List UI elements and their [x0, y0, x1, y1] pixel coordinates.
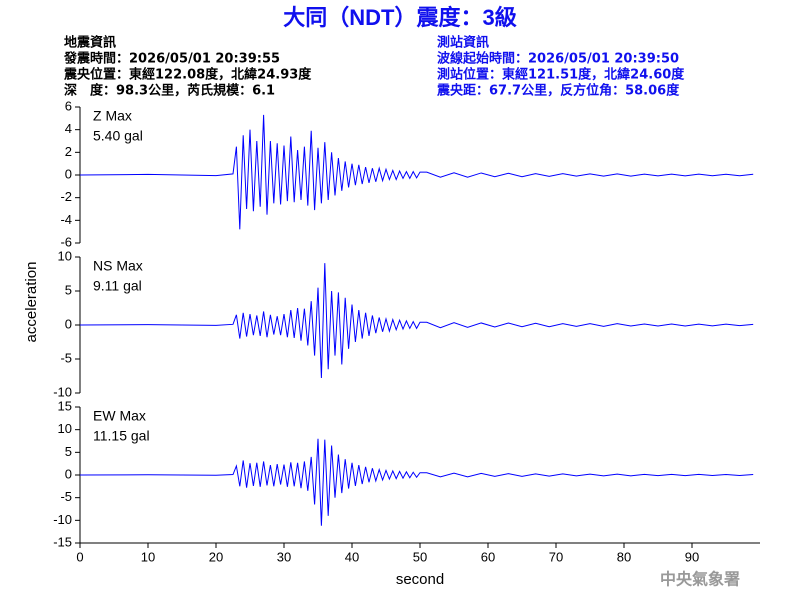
x-tick-label: 10 [141, 549, 155, 564]
waveform [79, 263, 754, 379]
x-tick-label: 80 [617, 549, 631, 564]
x-tick-label: 70 [549, 549, 563, 564]
annotation-name: EW Max [93, 408, 146, 424]
x-tick-label: 50 [413, 549, 427, 564]
y-tick-label: -6 [60, 234, 72, 249]
y-tick-label: 4 [65, 121, 72, 136]
x-tick-label: 60 [481, 549, 495, 564]
waveform [79, 438, 754, 526]
annotation-name: NS Max [93, 258, 143, 274]
y-tick-label: -10 [53, 384, 72, 399]
y-tick-label: -5 [60, 489, 72, 504]
y-tick-label: 15 [58, 398, 72, 413]
y-tick-label: 5 [65, 282, 72, 297]
x-axis-label: second [396, 571, 444, 588]
x-tick-label: 20 [209, 549, 223, 564]
y-tick-label: 10 [58, 248, 72, 263]
credit: 中央氣象署 [660, 570, 740, 589]
y-tick-label: -2 [60, 189, 72, 204]
station-heading: 測站資訊 [437, 35, 489, 51]
x-tick-label: 40 [345, 549, 359, 564]
annotation-value: 11.15 gal [93, 428, 150, 444]
y-tick-label: 2 [65, 144, 72, 159]
y-tick-label: -15 [53, 534, 72, 549]
y-tick-label: 10 [58, 421, 72, 436]
station-line: 波線起始時間：2026/05/01 20:39:50 [437, 51, 679, 67]
x-tick-label: 0 [76, 549, 83, 564]
x-tick-label: 30 [277, 549, 291, 564]
station-line: 測站位置：東經121.51度，北緯24.60度 [437, 67, 685, 83]
x-tick-label: 90 [685, 549, 699, 564]
annotation-value: 5.40 gal [93, 128, 143, 144]
y-tick-label: -4 [60, 212, 72, 227]
y-axis-label: acceleration [23, 262, 40, 343]
event-line: 發震時間：2026/05/01 20:39:55 [63, 51, 280, 67]
y-tick-label: 0 [65, 316, 72, 331]
y-tick-label: 0 [65, 166, 72, 181]
station-line: 震央距：67.7公里，反方位角：58.06度 [436, 83, 680, 99]
event-line: 震央位置：東經122.08度，北緯24.93度 [63, 67, 312, 83]
waveform [79, 114, 754, 230]
title: 大同（NDT）震度：3級 [283, 5, 516, 30]
y-tick-label: 5 [65, 444, 72, 459]
y-tick-label: -10 [53, 512, 72, 527]
y-tick-label: -5 [60, 350, 72, 365]
event-heading: 地震資訊 [64, 35, 116, 51]
event-line: 深 度：98.3公里，芮氏規模：6.1 [64, 83, 275, 99]
y-tick-label: 0 [65, 466, 72, 481]
y-tick-label: 6 [65, 98, 72, 113]
annotation-name: Z Max [93, 108, 132, 124]
annotation-value: 9.11 gal [93, 278, 142, 294]
